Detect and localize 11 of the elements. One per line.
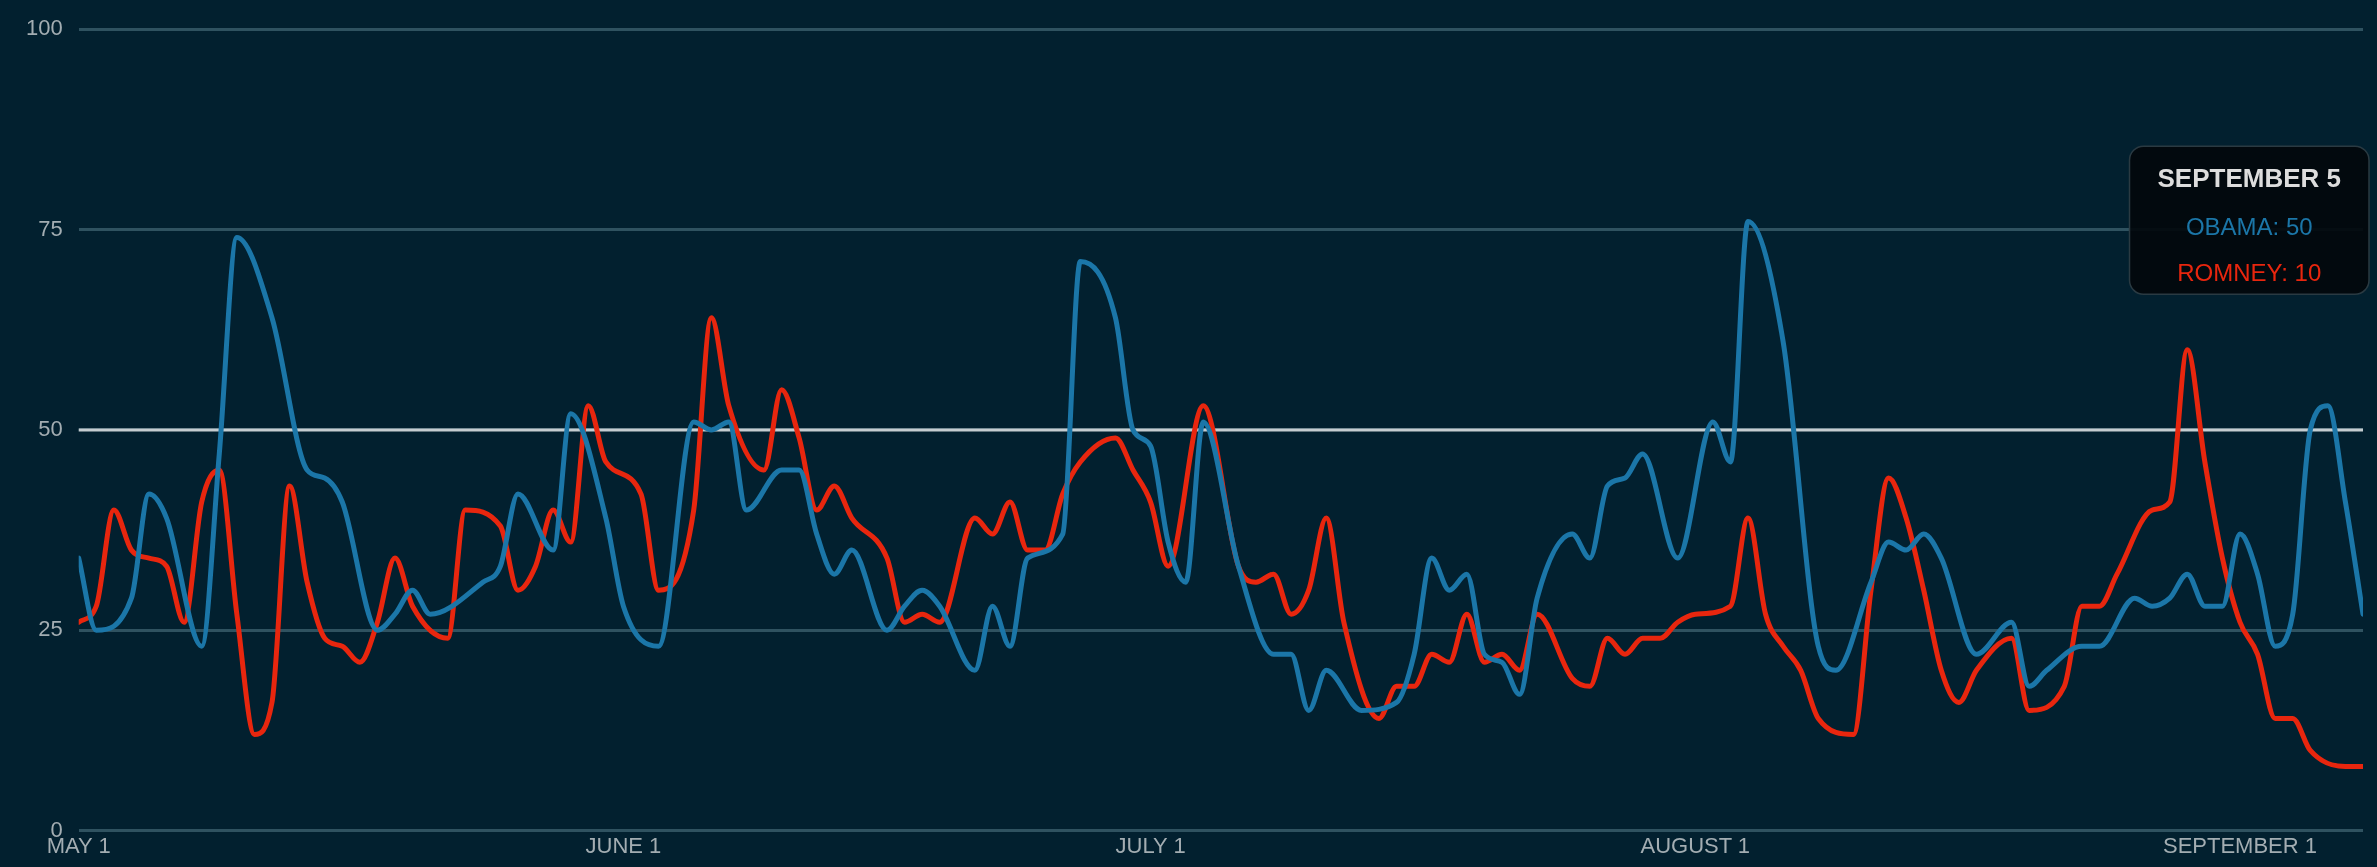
- x-tick-label: JUNE 1: [585, 832, 662, 858]
- annotation: OBAMA: 50: [2185, 212, 2313, 240]
- annotation: ROMNEY: 10: [2177, 258, 2322, 286]
- annotation: SEPTEMBER 5: [2157, 163, 2342, 194]
- y-tick-label: 25: [38, 616, 63, 642]
- y-tick-label: 50: [38, 415, 63, 441]
- x-tick-label: AUGUST 1: [1640, 832, 1751, 858]
- x-tick-label: JULY 1: [1115, 832, 1186, 858]
- x-tick-label: SEPTEMBER 1: [2162, 832, 2318, 858]
- y-tick-label: 100: [25, 15, 63, 41]
- y-tick-label: 75: [38, 215, 63, 241]
